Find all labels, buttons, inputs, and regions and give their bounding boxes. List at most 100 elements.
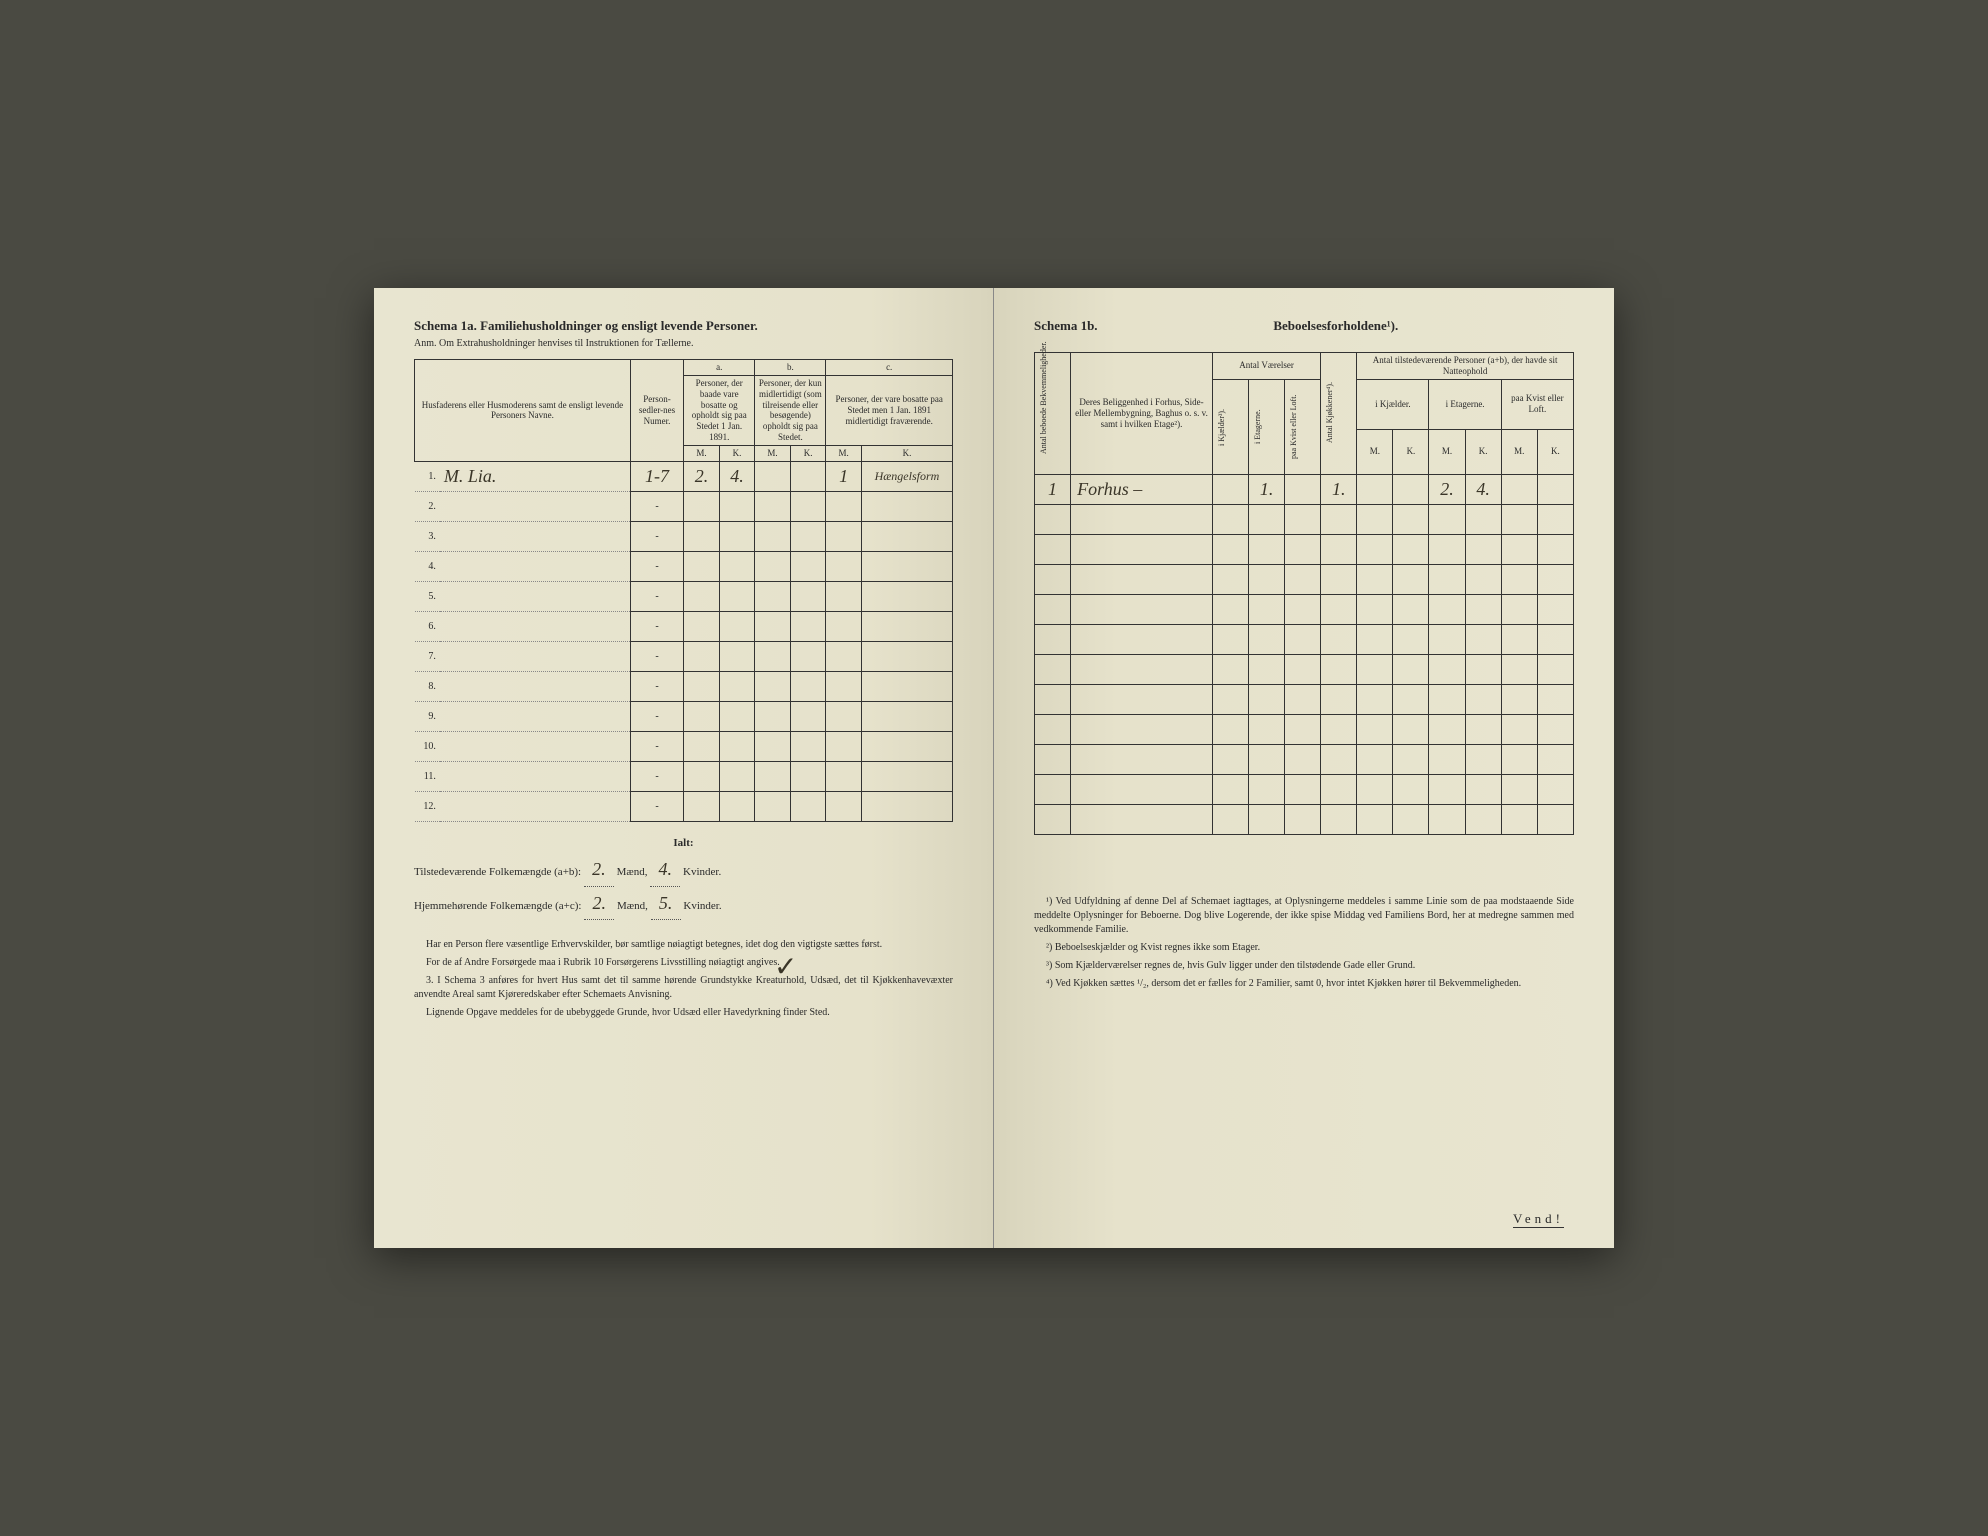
table-row xyxy=(1035,774,1574,804)
ikv-m-cell xyxy=(1501,714,1537,744)
a-m-cell xyxy=(684,611,720,641)
kv-cell xyxy=(1285,624,1321,654)
left-page: Schema 1a. Familiehusholdninger og ensli… xyxy=(374,288,994,1248)
iet-k-cell xyxy=(1465,624,1501,654)
b-m-cell xyxy=(755,671,791,701)
ikj-k-cell xyxy=(1393,594,1429,624)
table-row: 10. - xyxy=(415,731,953,761)
ikv-k-cell xyxy=(1537,534,1573,564)
kv-cell xyxy=(1285,564,1321,594)
ikv-k-cell xyxy=(1537,564,1573,594)
belig-cell xyxy=(1071,504,1213,534)
iet-m-cell xyxy=(1429,624,1465,654)
belig-cell xyxy=(1071,534,1213,564)
footnote-2: For de af Andre Forsørgede maa i Rubrik … xyxy=(414,956,953,970)
a-k-cell xyxy=(719,791,755,821)
col-a-k: K. xyxy=(719,445,755,461)
ikv-m-cell xyxy=(1501,774,1537,804)
mk: K. xyxy=(1537,429,1573,474)
footnote-r2: ²) Beboelseskjælder og Kvist regnes ikke… xyxy=(1034,941,1574,955)
kjok-cell xyxy=(1321,594,1357,624)
name-cell xyxy=(440,551,630,581)
a-m-cell: 2. xyxy=(684,461,720,491)
c-k-cell xyxy=(861,791,952,821)
kv-cell xyxy=(1285,714,1321,744)
kjok-cell xyxy=(1321,624,1357,654)
et-cell xyxy=(1249,744,1285,774)
right-page: Schema 1b. Beboelsesforholdene¹). Antal … xyxy=(994,288,1614,1248)
c-m-cell xyxy=(826,701,862,731)
kjok-cell xyxy=(1321,804,1357,834)
a-k-cell xyxy=(719,521,755,551)
numer-cell: - xyxy=(630,521,683,551)
et-cell xyxy=(1249,774,1285,804)
ikv-m-cell xyxy=(1501,564,1537,594)
numer-cell: - xyxy=(630,641,683,671)
a-m-cell xyxy=(684,551,720,581)
col-v-kj: i Kjælder³). xyxy=(1216,382,1228,472)
totals-block: Ialt: Tilstedeværende Folkemængde (a+b):… xyxy=(414,834,953,921)
iet-m-cell xyxy=(1429,534,1465,564)
b-m-cell xyxy=(755,551,791,581)
b-k-cell xyxy=(790,731,826,761)
ikv-m-cell xyxy=(1501,594,1537,624)
col-name: Husfaderens eller Husmoderens samt de en… xyxy=(415,360,631,462)
checkmark-icon: ✓ xyxy=(774,943,797,993)
iet-k-cell xyxy=(1465,534,1501,564)
bekv-cell xyxy=(1035,564,1071,594)
table-1b: Antal beboede Bekvemmeligheder. Deres Be… xyxy=(1034,352,1574,835)
footnote-1: Har en Person flere væsentlige Erhvervsk… xyxy=(414,938,953,952)
kj-cell xyxy=(1212,474,1248,504)
et-cell xyxy=(1249,624,1285,654)
a-k-cell xyxy=(719,551,755,581)
name-cell: M. Lia. xyxy=(440,461,630,491)
total-resident: Hjemmehørende Folkemængde (a+c): 2. Mænd… xyxy=(414,887,953,920)
c-k-cell xyxy=(861,701,952,731)
ikv-m-cell xyxy=(1501,624,1537,654)
c-k-cell xyxy=(861,491,952,521)
name-cell xyxy=(440,761,630,791)
row-number: 12. xyxy=(415,791,440,821)
et-cell xyxy=(1249,714,1285,744)
row-number: 9. xyxy=(415,701,440,731)
mk: M. xyxy=(1501,429,1537,474)
kjok-cell xyxy=(1321,714,1357,744)
ikj-k-cell xyxy=(1393,804,1429,834)
col-b-label: b. xyxy=(755,360,826,376)
kjok-cell xyxy=(1321,744,1357,774)
a-m-cell xyxy=(684,701,720,731)
ialt-label: Ialt: xyxy=(414,834,953,854)
left-footnotes: Har en Person flere væsentlige Erhvervsk… xyxy=(414,938,953,1020)
numer-cell: - xyxy=(630,761,683,791)
col-c-desc: Personer, der vare bosatte paa Stedet me… xyxy=(826,375,953,445)
row-number: 6. xyxy=(415,611,440,641)
ikj-m-cell xyxy=(1357,684,1393,714)
bekv-cell xyxy=(1035,774,1071,804)
a-m-cell xyxy=(684,521,720,551)
col-b-desc: Personer, der kun midlertidigt (som tilr… xyxy=(755,375,826,445)
iet-k-cell xyxy=(1465,594,1501,624)
ikv-k-cell xyxy=(1537,624,1573,654)
kjok-cell xyxy=(1321,564,1357,594)
ikj-m-cell xyxy=(1357,804,1393,834)
table-row: 4. - xyxy=(415,551,953,581)
kv-cell xyxy=(1285,474,1321,504)
vend-label: Vend! xyxy=(1513,1211,1564,1228)
kv-cell xyxy=(1285,774,1321,804)
ikj-k-cell xyxy=(1393,474,1429,504)
ikv-k-cell xyxy=(1537,714,1573,744)
row-number: 8. xyxy=(415,671,440,701)
name-cell xyxy=(440,611,630,641)
kj-cell xyxy=(1212,534,1248,564)
footnote-4: Lignende Opgave meddeles for de ubebygge… xyxy=(414,1006,953,1020)
kj-cell xyxy=(1212,564,1248,594)
b-k-cell xyxy=(790,551,826,581)
footnote-3: 3. I Schema 3 anføres for hvert Hus samt… xyxy=(414,974,953,1002)
b-k-cell xyxy=(790,581,826,611)
ikj-m-cell xyxy=(1357,654,1393,684)
bekv-cell xyxy=(1035,624,1071,654)
col-a-desc: Personer, der baade vare bosatte og opho… xyxy=(684,375,755,445)
table-row: 12. - xyxy=(415,791,953,821)
ikj-k-cell xyxy=(1393,624,1429,654)
belig-cell xyxy=(1071,624,1213,654)
